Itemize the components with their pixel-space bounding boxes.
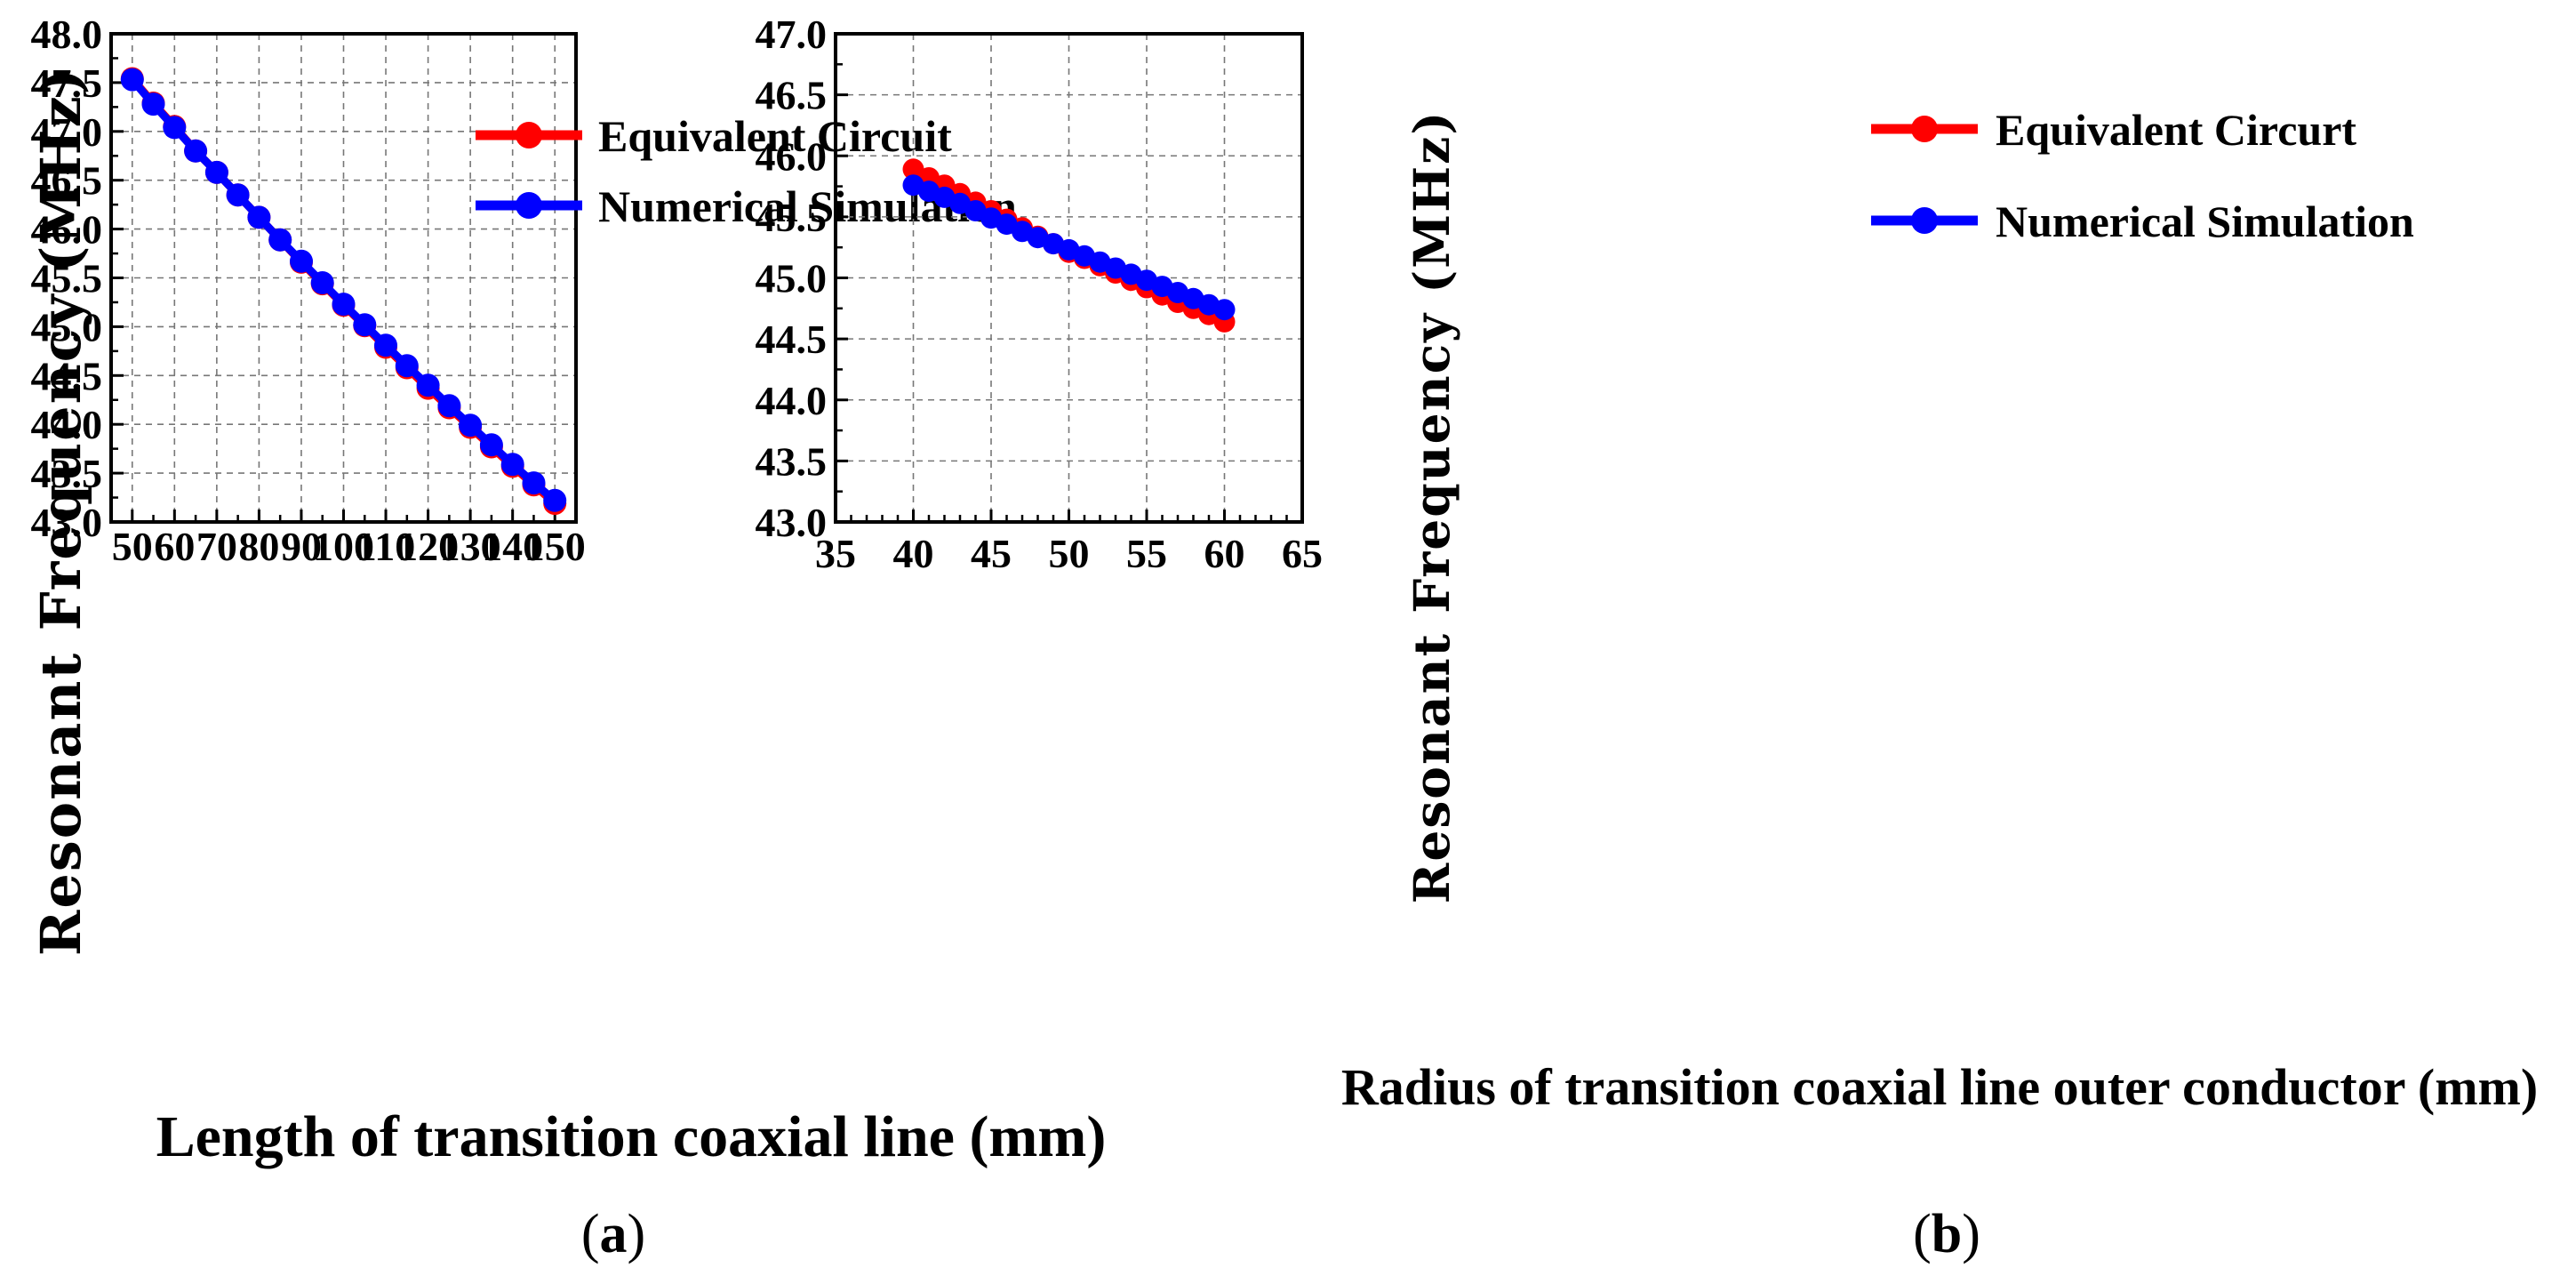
x-tick-label-a: 150 xyxy=(524,524,586,569)
y-tick-label-a: 46.5 xyxy=(31,158,103,204)
y-tick-label-b: 45.5 xyxy=(756,195,828,240)
y-tick-label-a: 44.5 xyxy=(31,353,103,398)
x-tick-label-b: 35 xyxy=(815,531,856,576)
panel-caption-letter-a: a xyxy=(600,1204,628,1264)
x-tick-label-a: 60 xyxy=(154,524,195,569)
y-tick-label-b: 44.5 xyxy=(756,317,828,362)
x-tick-label-b: 55 xyxy=(1126,531,1167,576)
y-tick-label-a: 43.0 xyxy=(31,500,103,545)
legend-marker-numerical-simulation-b xyxy=(1911,207,1938,234)
x-tick-label-b: 45 xyxy=(971,531,1012,576)
y-tick-label-a: 43.5 xyxy=(31,451,103,496)
y-axis-label-b: Resonant Frequency (MHz) xyxy=(1403,110,1460,904)
data-point-numerical-simulation-a xyxy=(522,471,546,495)
legend-marker-numerical-simulation-a xyxy=(516,192,542,219)
y-tick-label-b: 44.0 xyxy=(756,378,828,423)
y-tick-label-b: 46.0 xyxy=(756,133,828,179)
y-tick-label-b: 43.5 xyxy=(756,438,828,484)
y-tick-label-a: 44.0 xyxy=(31,402,103,447)
panel-caption-letter-b: b xyxy=(1932,1204,1962,1264)
x-tick-label-a: 80 xyxy=(238,524,279,569)
chart-panel-b: 43.043.544.044.545.045.546.046.547.0 35 4… xyxy=(756,12,2539,1264)
x-tick-label-a: 110 xyxy=(356,524,415,569)
data-point-numerical-simulation-a xyxy=(374,333,397,357)
x-tick-label-a: 70 xyxy=(196,524,237,569)
data-point-numerical-simulation-a xyxy=(416,373,440,397)
data-point-numerical-simulation-a xyxy=(141,92,165,116)
y-tick-label-a: 45.5 xyxy=(31,256,103,301)
x-axis-label-a: Length of transition coaxial line (mm) xyxy=(156,1104,1107,1169)
y-axis-label-a: Resonant Frequency (MHz) xyxy=(28,67,93,956)
y-tick-label-b: 43.0 xyxy=(756,500,828,545)
x-tick-label-a: 130 xyxy=(440,524,501,569)
data-point-numerical-simulation-b xyxy=(1213,299,1236,321)
y-tick-label-a: 46.0 xyxy=(31,207,103,253)
series-b xyxy=(902,158,1236,333)
panel-caption-a: (a) xyxy=(581,1204,645,1264)
data-point-numerical-simulation-a xyxy=(459,413,483,437)
x-tick-labels-b: 35 40 45 50 55 60 65 xyxy=(815,531,1323,576)
chart-panel-a: 43.043.544.044.545.045.546.046.547.047.5… xyxy=(28,12,1106,1264)
y-tick-label-a: 47.0 xyxy=(31,109,103,155)
y-tick-label-b: 45.0 xyxy=(756,256,828,301)
x-axis-label-b: Radius of transition coaxial line outer … xyxy=(1341,1058,2538,1116)
x-tick-label-b: 60 xyxy=(1204,531,1245,576)
y-tick-label-a: 47.5 xyxy=(31,60,103,106)
legend-b: Equivalent Circurt Numerical Simulation xyxy=(1871,105,2414,246)
panel-caption-b: (b) xyxy=(1913,1204,1980,1264)
data-point-numerical-simulation-a xyxy=(332,293,356,317)
x-tick-label-b: 65 xyxy=(1282,531,1323,576)
x-tick-label-a: 140 xyxy=(482,524,543,569)
data-point-numerical-simulation-a xyxy=(247,205,271,229)
data-point-equivalent-circurt-b xyxy=(902,158,924,181)
grid-a xyxy=(111,34,576,522)
legend-label-equivalent-circurt-b: Equivalent Circurt xyxy=(1996,105,2356,155)
plot-frame-a xyxy=(109,32,578,524)
plot-frame-b xyxy=(834,32,1304,524)
data-point-numerical-simulation-a xyxy=(500,453,524,477)
data-point-numerical-simulation-a xyxy=(120,68,144,92)
legend-label-equivalent-circuit-a: Equivalent Circuit xyxy=(598,111,952,161)
y-tick-label-a: 48.0 xyxy=(31,12,103,57)
y-tick-labels-a: 43.043.544.044.545.045.546.046.547.047.5… xyxy=(31,12,103,545)
data-point-numerical-simulation-a xyxy=(290,249,313,273)
x-tick-label-b: 50 xyxy=(1049,531,1090,576)
data-point-numerical-simulation-a xyxy=(268,228,292,252)
data-point-numerical-simulation-a xyxy=(226,183,250,207)
x-tick-label-a: 120 xyxy=(397,524,459,569)
x-tick-label-b: 40 xyxy=(893,531,934,576)
data-point-numerical-simulation-a xyxy=(163,116,187,140)
series-a xyxy=(120,67,567,516)
data-point-numerical-simulation-a xyxy=(204,160,228,184)
legend-label-numerical-simulation-b: Numerical Simulation xyxy=(1996,197,2414,246)
y-tick-label-b: 46.5 xyxy=(756,73,828,118)
y-tick-label-a: 45.0 xyxy=(31,304,103,349)
data-point-numerical-simulation-a xyxy=(395,354,419,378)
data-point-numerical-simulation-a xyxy=(310,271,334,294)
x-tick-label-a: 50 xyxy=(112,524,153,569)
y-tick-labels-b: 43.0 43.5 44.0 44.5 45.0 45.5 46.0 46.5 47.0 xyxy=(756,12,828,545)
x-tick-label-a: 100 xyxy=(313,524,374,569)
y-tick-label-b: 47.0 xyxy=(756,12,828,57)
grid-b xyxy=(836,34,1302,522)
legend-marker-equivalent-circuit-a xyxy=(516,122,542,148)
data-point-numerical-simulation-a xyxy=(437,394,461,418)
x-tick-label-a: 90 xyxy=(281,524,322,569)
data-point-numerical-simulation-a xyxy=(543,488,567,512)
data-point-numerical-simulation-a xyxy=(353,313,377,337)
data-point-numerical-simulation-a xyxy=(479,433,503,457)
data-point-numerical-simulation-a xyxy=(184,139,208,163)
legend-marker-equivalent-circurt-b xyxy=(1911,116,1938,142)
